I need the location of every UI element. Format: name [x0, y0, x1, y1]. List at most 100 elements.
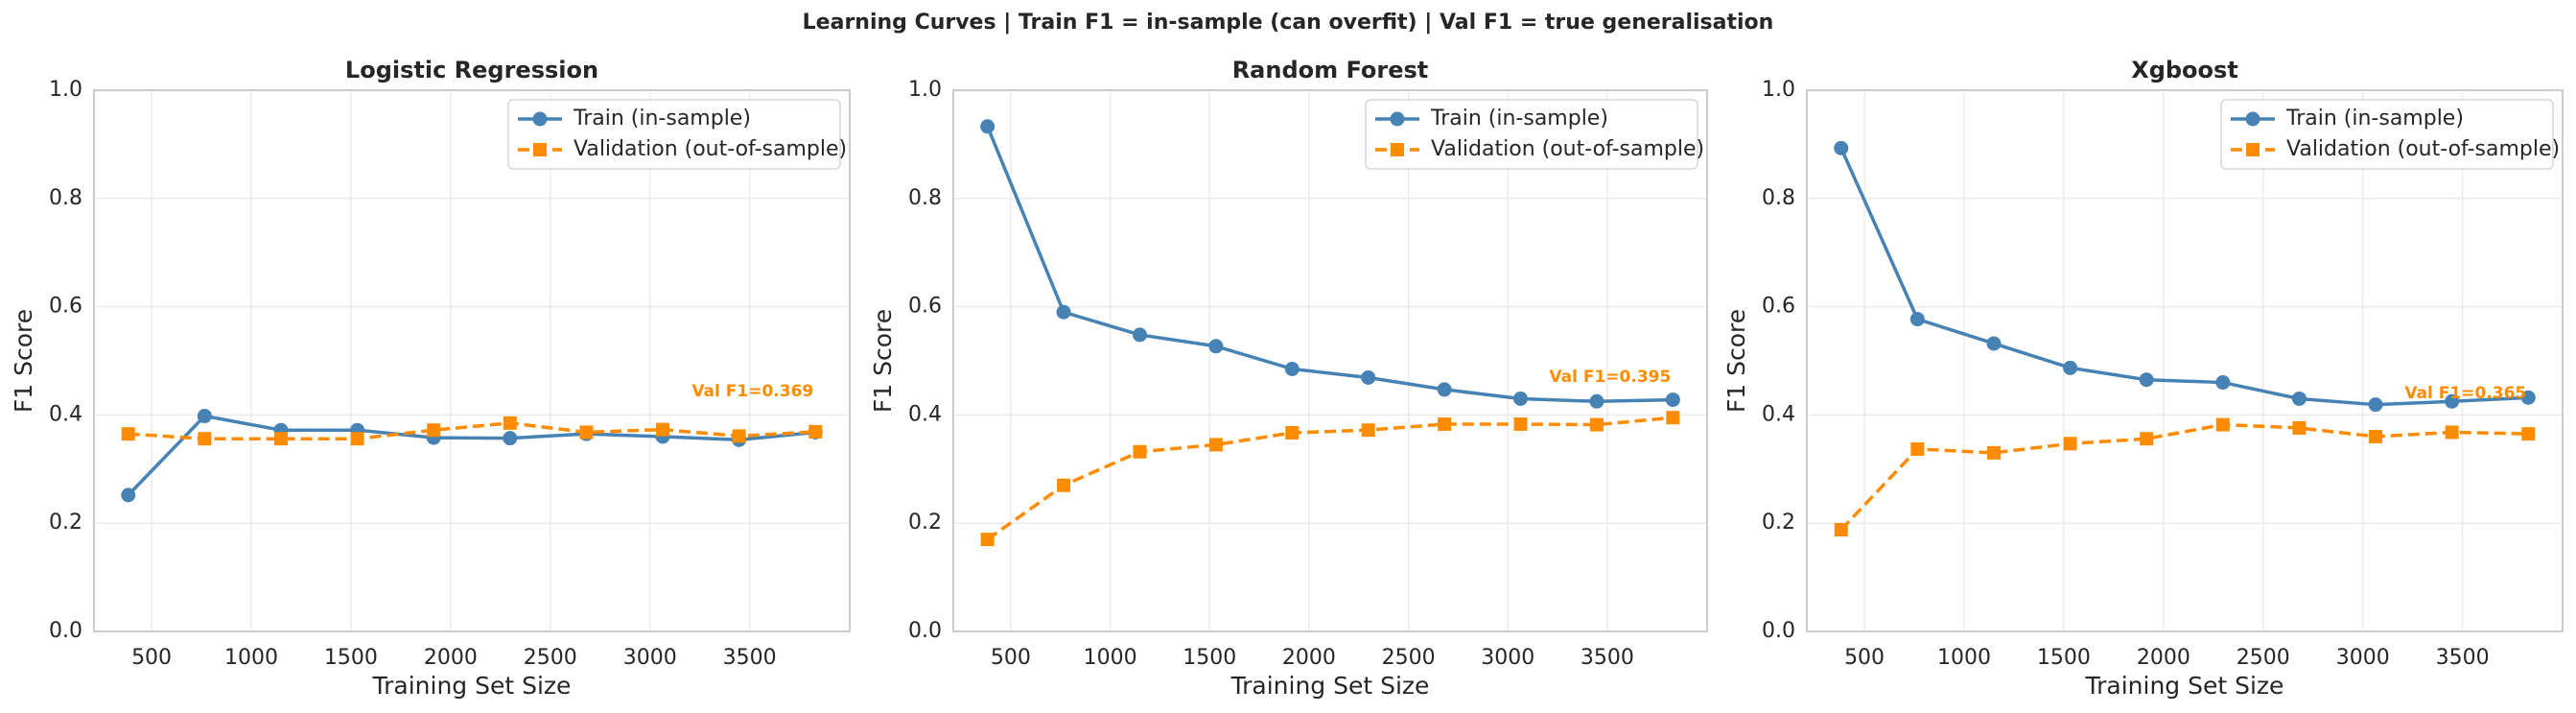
y-tick-label: 0.4: [49, 402, 82, 426]
marker: [2445, 425, 2459, 440]
y-tick-label: 0.6: [908, 295, 942, 319]
x-tick-label: 3000: [623, 646, 677, 670]
marker: [808, 424, 823, 439]
legend-box: [2220, 99, 2554, 170]
x-tick-label: 1000: [224, 646, 278, 670]
marker: [2520, 390, 2536, 405]
marker: [1513, 416, 1528, 431]
y-tick-label: 0.8: [908, 186, 942, 210]
panel: 0.0 0.2 0.4 0.6 0.8 1.0 500 1000 1500 2000 2500 300…: [10, 57, 851, 700]
y-tick-label: 1.0: [1762, 78, 1795, 102]
x-axis-label: Training Set Size: [1230, 672, 1430, 700]
marker: [121, 487, 136, 503]
marker: [1361, 369, 1376, 385]
marker: [1589, 417, 1604, 432]
chart-title: Logistic Regression: [345, 57, 598, 83]
marker: [503, 416, 517, 430]
marker: [1208, 339, 1224, 354]
y-tick-label: 0.2: [49, 511, 82, 535]
axes-frame: [93, 89, 851, 632]
marker: [197, 409, 212, 424]
marker: [1986, 445, 2001, 460]
marker: [1057, 478, 1071, 492]
marker: [350, 432, 364, 446]
x-tick-label: 1000: [1937, 646, 1991, 670]
legend-marker: [532, 111, 548, 127]
plot-area: [953, 90, 1707, 631]
legend-marker: [2246, 143, 2260, 156]
marker: [1438, 416, 1452, 431]
marker: [1284, 361, 1300, 376]
x-tick-label: 500: [1844, 646, 1885, 670]
chart-title: Random Forest: [1232, 57, 1429, 83]
marker: [2445, 393, 2460, 409]
x-tick-label: 3500: [1581, 646, 1634, 670]
marker: [2369, 429, 2383, 443]
marker: [198, 432, 212, 446]
marker: [2140, 432, 2154, 446]
plot-area: [94, 90, 850, 631]
marker: [1133, 444, 1147, 459]
y-tick-label: 0.2: [1762, 511, 1795, 535]
figure-title: Learning Curves | Train F1 = in-sample (…: [803, 11, 1774, 35]
y-tick-label: 0.8: [1762, 186, 1795, 210]
axes-frame: [1806, 89, 2564, 632]
marker: [1056, 304, 1071, 320]
x-tick-label: 2000: [1282, 646, 1336, 670]
marker: [1910, 441, 1925, 456]
panel: 0.0 0.2 0.4 0.6 0.8 1.0 500 1000 1500 2000 2500 300…: [1722, 57, 2564, 700]
legend-marker: [1390, 111, 1405, 127]
y-tick-label: 0.0: [908, 619, 942, 643]
chart-title: Xgboost: [2131, 57, 2238, 83]
series-line: [1839, 422, 2529, 532]
marker: [2291, 391, 2307, 406]
y-tick-label: 0.6: [49, 295, 82, 319]
x-tick-label: 2000: [424, 646, 478, 670]
x-tick-label: 2500: [2236, 646, 2290, 670]
series-line: [986, 126, 1674, 404]
legend-label: Validation (out-of-sample): [2286, 137, 2560, 161]
marker: [1513, 391, 1529, 406]
legend-label: Train (in-sample): [573, 107, 751, 131]
y-axis-label: F1 Score: [1722, 309, 1750, 413]
marker: [2063, 360, 2078, 375]
marker: [427, 423, 441, 438]
marker: [656, 422, 670, 437]
marker: [1909, 312, 1925, 327]
panel: 0.0 0.2 0.4 0.6 0.8 1.0 500 1000 1500 2000 2500 300…: [869, 57, 1708, 700]
x-axis-label: Training Set Size: [2085, 672, 2284, 700]
marker: [1132, 327, 1147, 343]
x-tick-label: 1500: [1183, 646, 1236, 670]
marker: [980, 533, 995, 547]
x-tick-label: 3000: [1481, 646, 1534, 670]
y-tick-label: 1.0: [908, 78, 942, 102]
marker: [1285, 426, 1300, 440]
marker: [2292, 420, 2307, 435]
marker: [1437, 382, 1452, 397]
legend-label: Train (in-sample): [2285, 107, 2464, 131]
y-tick-label: 0.2: [908, 511, 942, 535]
legend-label: Validation (out-of-sample): [1431, 137, 1704, 161]
marker: [503, 431, 518, 446]
series-line: [1839, 147, 2529, 407]
y-tick-label: 0.8: [49, 186, 82, 210]
y-tick-label: 0.0: [49, 619, 82, 643]
x-tick-label: 3500: [2436, 646, 2490, 670]
y-tick-label: 0.4: [1762, 402, 1795, 426]
marker: [1834, 522, 1848, 536]
y-tick-label: 0.4: [908, 402, 942, 426]
x-tick-label: 500: [991, 646, 1031, 670]
x-tick-label: 2500: [524, 646, 577, 670]
legend-label: Validation (out-of-sample): [574, 137, 847, 161]
marker: [2521, 427, 2536, 441]
marker: [2215, 417, 2230, 432]
marker: [1361, 423, 1375, 438]
series-line: [128, 421, 816, 440]
y-tick-label: 0.0: [1762, 619, 1795, 643]
plot-area: [1807, 90, 2563, 631]
series-line: [127, 414, 816, 497]
marker: [1834, 140, 1849, 155]
x-tick-label: 1000: [1084, 646, 1137, 670]
marker: [579, 425, 594, 440]
